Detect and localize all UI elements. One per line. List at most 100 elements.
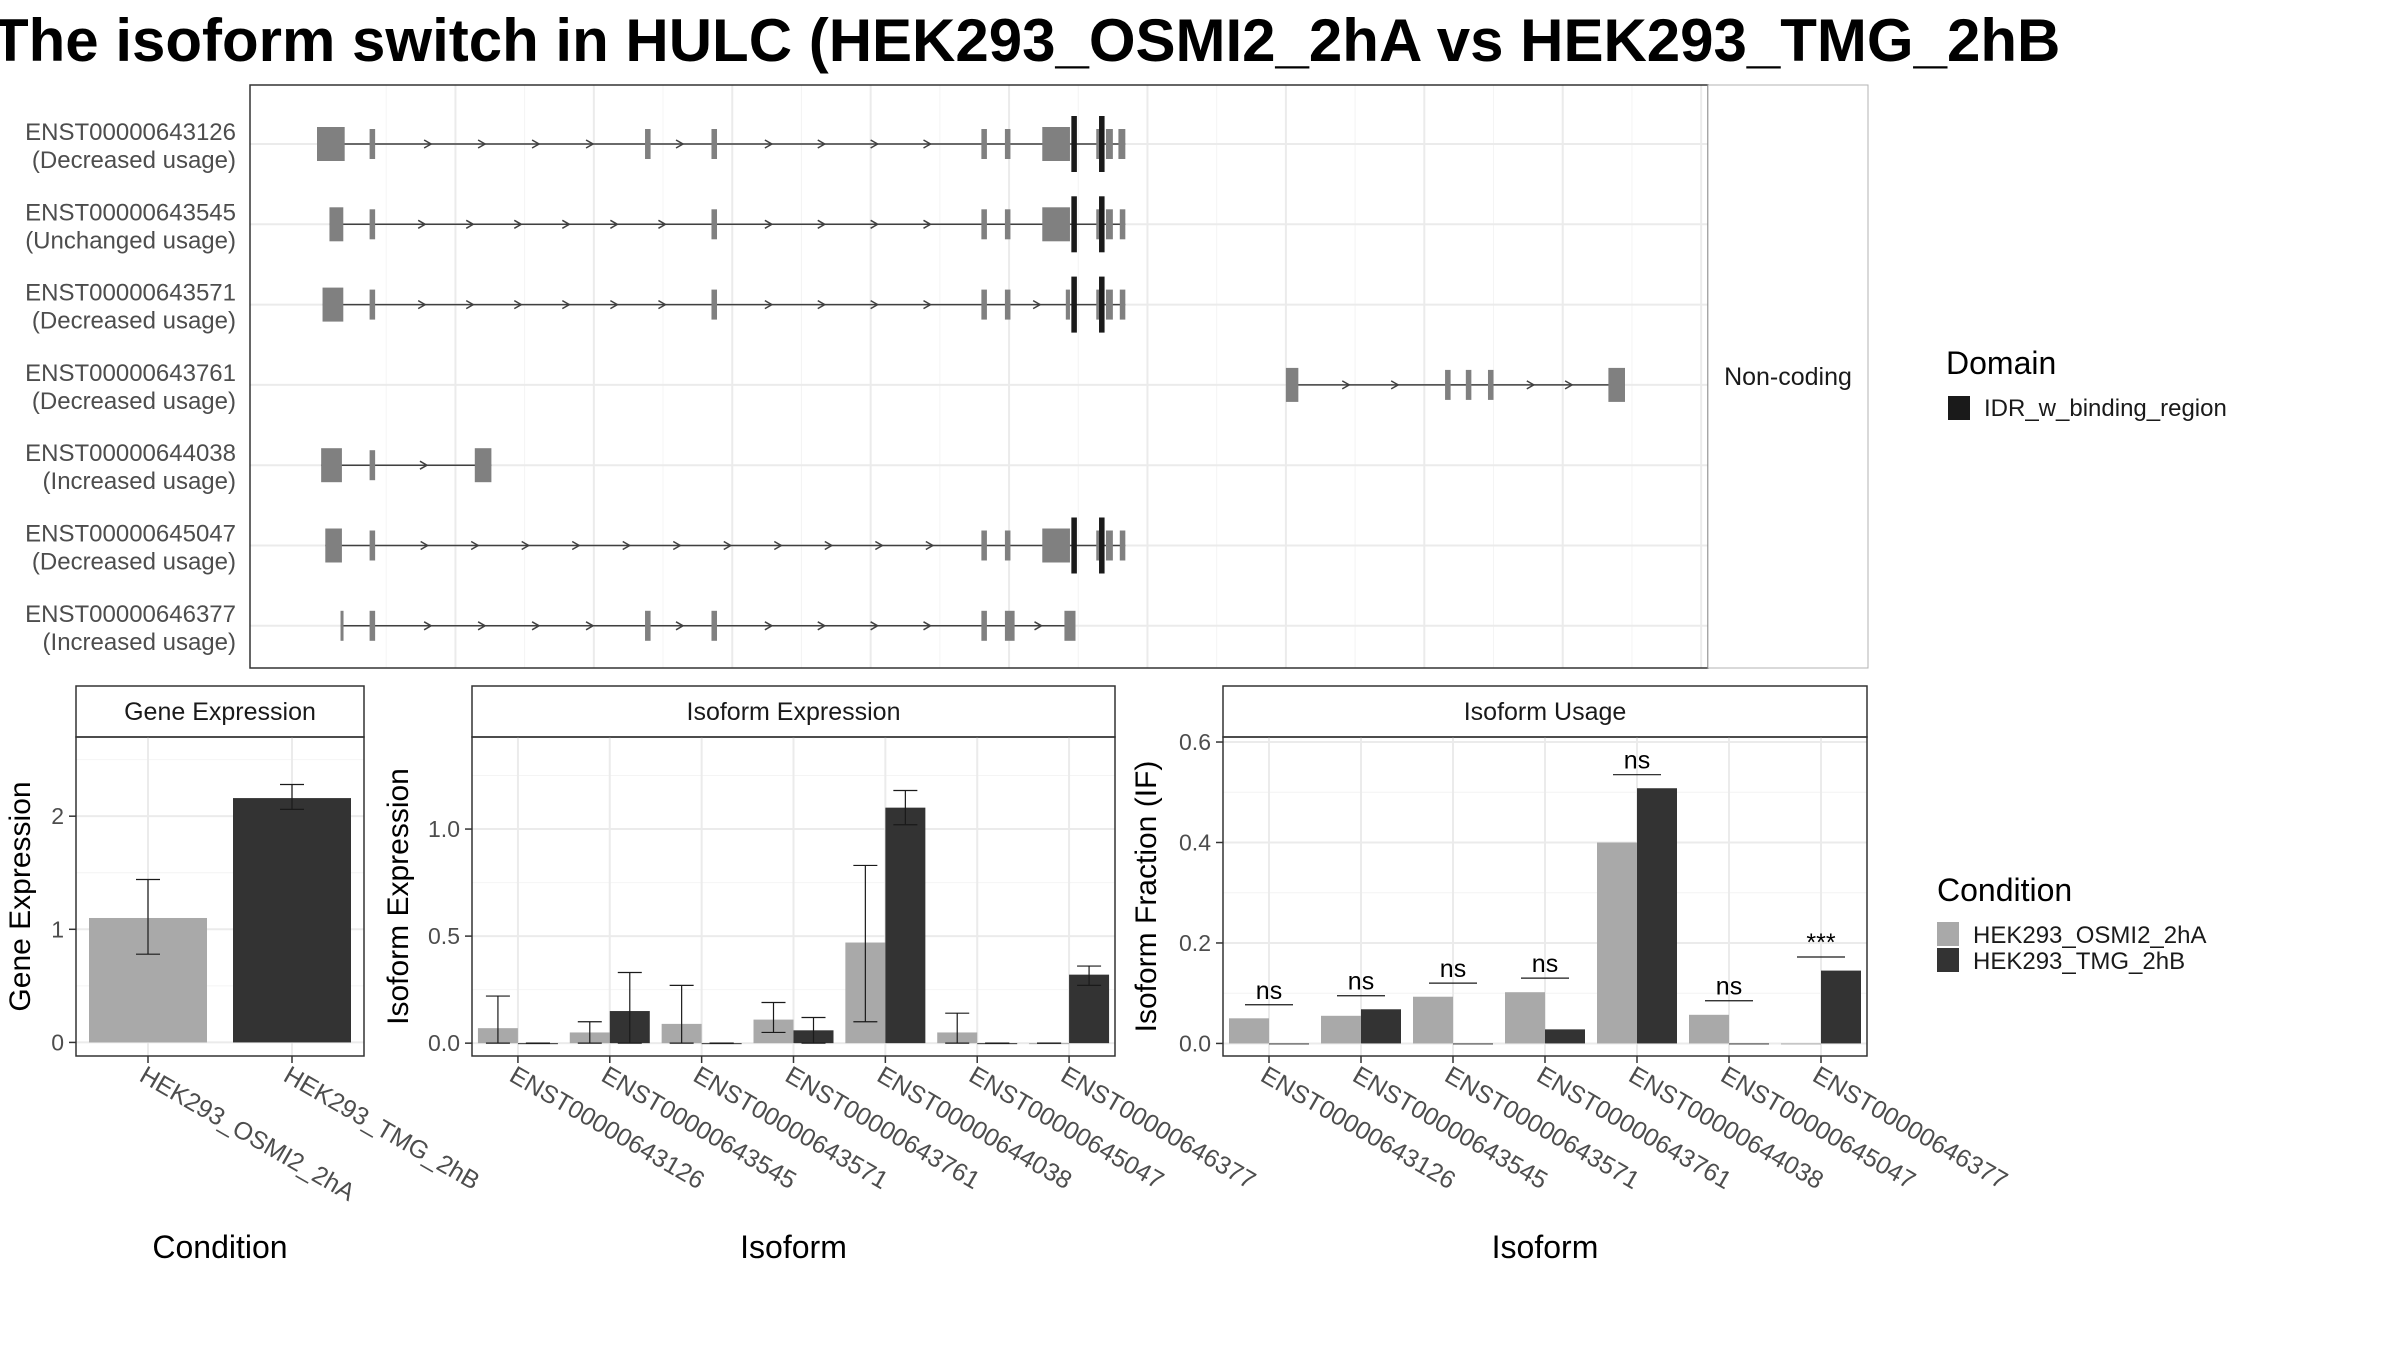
panel-title: Gene Expression [124,698,316,726]
transcript-usage-label: (Decreased usage) [32,147,236,174]
intron-arrow [870,219,880,229]
y-axis-title: Isoform Expression [382,768,415,1025]
exon-block [1118,129,1126,159]
exon-block [321,448,342,483]
y-tick-label: 1.0 [428,816,460,842]
intron-arrow [925,540,935,551]
transcript-row: ENST00000645047(Decreased usage) [25,517,1126,576]
exon-block [981,209,987,240]
legend-label: HEK293_OSMI2_2hA [1973,922,2206,949]
intron-arrow [1032,299,1042,310]
y-tick-label: 0.0 [1179,1030,1211,1056]
transcript-row: ENST00000643571(Decreased usage) [25,276,1126,335]
significance-label: ns [1256,977,1282,1005]
intron-arrow [477,621,487,631]
significance-label: ns [1348,968,1374,996]
transcript-id-label: ENST00000645047 [25,521,236,548]
exon-block [1105,530,1113,561]
intron-arrow [824,540,834,551]
intron-arrow [622,540,632,551]
domain-block [1099,276,1105,333]
intron-arrow [477,139,487,149]
intron-arrow [1390,380,1400,390]
x-axis-title: Isoform [740,1229,847,1265]
exon-block [1042,528,1070,563]
bar [1781,1043,1821,1045]
y-axis-title: Gene Expression [4,781,37,1011]
transcript-id-label: ENST00000643545 [25,199,236,226]
exon-block [1119,530,1126,561]
transcript-usage-label: (Decreased usage) [32,549,236,576]
y-tick-label: 2 [51,803,64,829]
domain-block [1099,196,1105,253]
legend-key [1937,948,1959,972]
intron-arrow [610,219,619,229]
intron-arrow [420,540,430,551]
bar [1361,1009,1401,1044]
intron-arrow [513,299,523,310]
exon-block [1487,369,1494,400]
x-axis-title: Isoform [1492,1229,1599,1265]
domain-block [1099,517,1105,574]
exon-block [1105,209,1113,240]
bar [1505,992,1545,1044]
intron-arrow [764,299,774,310]
bar [1821,970,1861,1044]
intron-arrow [764,139,774,149]
transcript-id-label: ENST00000643126 [25,119,236,146]
domain-block [1071,116,1077,172]
plot-title: The isoform switch in HULC (HEK293_OSMI2… [0,7,2061,74]
transcript-row: ENST00000643545(Unchanged usage) [25,196,1126,254]
transcript-usage-label: (Increased usage) [43,468,236,495]
intron-arrow [817,219,827,229]
transcript-usage-label: (Increased usage) [43,629,236,656]
exon-block [1064,610,1076,641]
x-axis-title: Condition [152,1229,287,1265]
exon-block [369,530,376,561]
y-tick-label: 0.0 [428,1030,460,1056]
intron-arrow [513,219,523,229]
intron-arrow [465,299,475,310]
exon-block [645,129,651,159]
intron-arrow [870,299,880,310]
y-axis-title: Isoform Fraction (IF) [1130,761,1163,1033]
intron-arrow [923,299,933,310]
transcript-id-label: ENST00000643571 [25,280,236,307]
significance-label: *** [1806,929,1835,957]
facet-strip [1707,84,1869,669]
exon-block [369,129,376,159]
y-tick-label: 0.5 [428,923,460,949]
bar [1321,1015,1361,1044]
exon-block [711,610,718,641]
intron-arrow [561,219,571,229]
intron-arrow [423,621,433,631]
exon-block [325,528,342,563]
exon-block [369,289,376,320]
exon-block [1004,530,1011,561]
bar [1269,1043,1309,1045]
exon-block [711,129,718,159]
panel-border [75,736,365,1057]
transcript-id-label: ENST00000643761 [25,360,236,387]
y-tick-label: 0.6 [1179,729,1211,755]
bar [233,798,351,1043]
domain-legend: Domain IDR_w_binding_region [1946,345,2227,422]
bar [1597,842,1637,1044]
exon-block [1004,289,1011,320]
intron-arrow [817,621,827,631]
exon-block [1105,289,1113,320]
intron-arrow [417,219,427,229]
exon-block [1465,369,1472,400]
exon-block [1042,207,1070,242]
exon-block [711,289,718,320]
intron-arrow [561,299,571,310]
exon-block [1608,367,1625,402]
intron-arrow [870,621,880,631]
significance-label: ns [1716,973,1742,1001]
bar [1413,996,1453,1044]
y-tick-label: 0 [51,1029,64,1055]
domain-block [1071,517,1077,574]
